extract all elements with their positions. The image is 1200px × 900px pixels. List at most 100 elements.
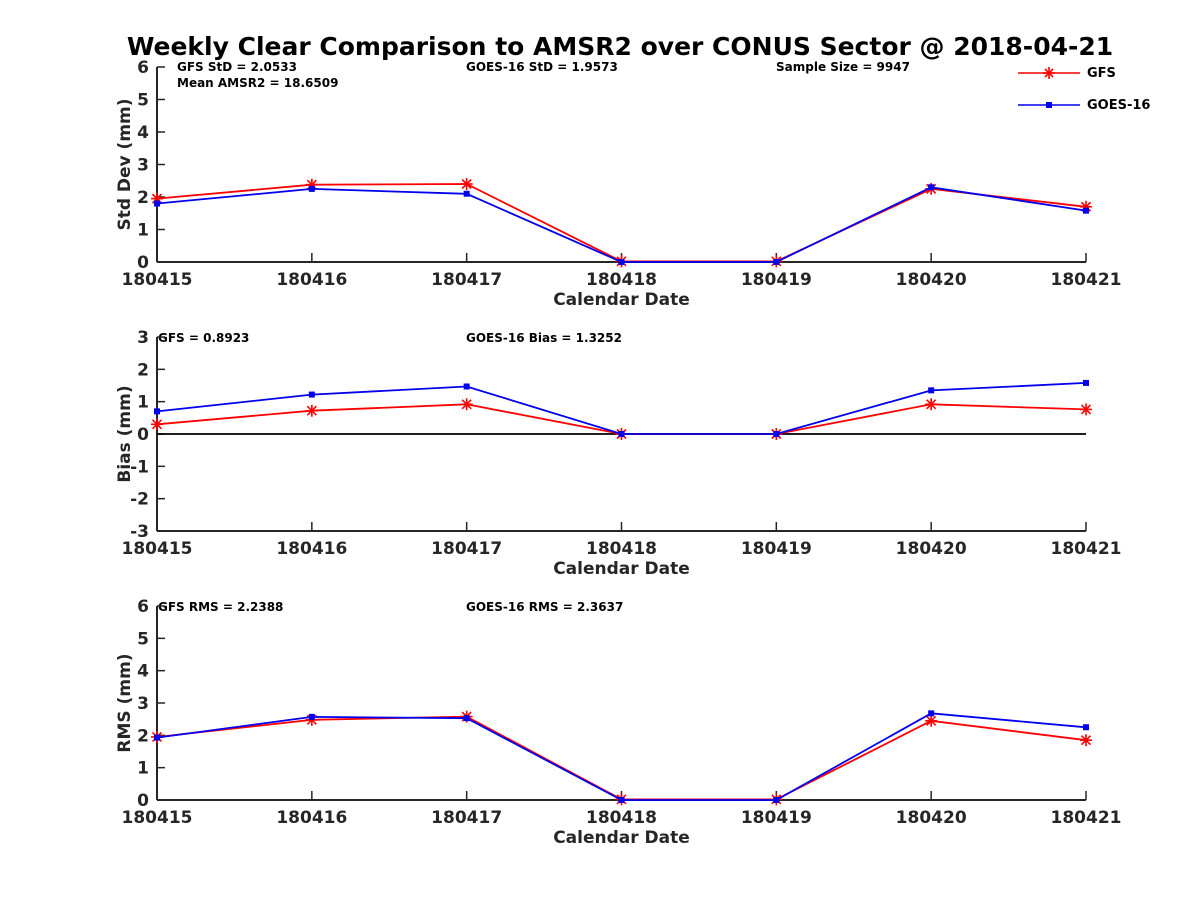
bias-gfs-point [460,398,473,411]
rms-gfs-line [156,715,1087,801]
rms-y-tick-label: 6 [137,597,149,617]
bias-annotations: GFS = 0.8923 GOES-16 Bias = 1.3252 [158,331,622,345]
rms-x-tick-label: 180421 [1051,808,1122,828]
bias-y-tick-label: -3 [130,522,149,542]
rms-y-tick-label: 0 [137,791,149,811]
bias-y-tick-label: -2 [130,490,149,510]
legend-gfs-asterisk-icon [1043,67,1055,79]
rms-y-tick-label: 4 [137,662,149,682]
rms-x-tick-label: 180419 [741,808,812,828]
legend-goes-label: GOES-16 [1087,98,1150,113]
rms-goes-16-point [463,715,470,722]
bias-y-tick-label: -1 [130,457,149,477]
std-y-axis-label: Std Dev (mm) [115,98,135,230]
std-goes-16-point [308,185,315,192]
bias-x-tick-label: 180418 [586,539,657,559]
rms-annotations: GFS RMS = 2.2388 GOES-16 RMS = 2.3637 [158,600,623,614]
legend-gfs-label: GFS [1087,66,1116,81]
rms-x-tick-label: 180420 [896,808,967,828]
bias-x-tick-label: 180421 [1051,539,1122,559]
std-goes-16-point [618,259,625,265]
rms-goes-16-line [156,712,1087,801]
bias-y-tick-label: 1 [137,393,149,413]
rms-y-tick-label: 1 [137,759,149,779]
rms-goes-16-point [618,797,625,803]
bias-goes-16-point [154,408,160,415]
legend-goes-square-icon [1046,102,1052,108]
rms-goes-16-point [1083,724,1089,731]
bias-goes-16-line [156,382,1087,435]
std-x-tick-label: 180418 [586,270,657,290]
bias-goes-16-point [928,387,935,394]
std-y-tick-label: 4 [137,123,149,143]
rms-x-tick-label: 180418 [586,808,657,828]
bias-x-tick-label: 180416 [276,539,347,559]
rms-panel: 0 1 2 3 4 5 6 180415 180416 180417 180418 180419 180… [115,597,1121,848]
bias-gfs-point [305,404,318,417]
sample-size-annotation: Sample Size = 9947 [776,60,910,74]
std-goes-16-point [154,200,160,207]
bias-goes-16-point [618,431,625,437]
rms-gfs-point [1080,734,1092,747]
std-y-tick-label: 2 [137,188,149,208]
rms-goes-16-point [773,797,780,803]
std-x-tick-label: 180416 [276,270,347,290]
std-x-tick-label: 180415 [122,270,193,290]
rms-x-tick-label: 180417 [431,808,502,828]
std-panel: 0 1 2 3 4 5 6 180415 180416 180417 180418 180419 180… [115,58,1121,310]
std-x-tick-label: 180419 [741,270,812,290]
rms-goes-16-point [154,734,160,741]
bias-x-tick-label: 180420 [896,539,967,559]
bias-x-axis-label: Calendar Date [553,559,690,579]
std-y-tick-label: 6 [137,58,149,78]
rms-goes-16-point [928,710,935,717]
bias-x-tick-label: 180419 [741,539,812,559]
bias-x-tick-label: 180415 [122,539,193,559]
legend: GFS GOES-16 [1005,55,1155,127]
bias-goes-16-point [463,383,470,390]
rms-y-tick-label: 2 [137,726,149,746]
std-x-tick-label: 180421 [1051,270,1122,290]
std-annotations: GFS StD = 2.0533 Mean AMSR2 = 18.6509 GO… [177,60,910,90]
rms-gfs-annotation: GFS RMS = 2.2388 [158,600,283,614]
rms-y-tick-label: 5 [137,629,149,649]
bias-y-tick-label: 3 [137,328,149,348]
std-goes-annotation: GOES-16 StD = 1.9573 [466,60,618,74]
bias-gfs-point [925,398,938,411]
std-gfs-line [156,183,1087,263]
rms-x-axis-label: Calendar Date [553,828,690,848]
bias-gfs-point [1080,403,1092,416]
std-y-tick-label: 0 [137,253,149,273]
std-gfs-point [460,178,473,190]
rms-y-axis-label: RMS (mm) [115,653,135,752]
std-goes-16-point [773,259,780,265]
legend-box [1005,55,1155,127]
rms-gfs-point [925,714,938,727]
rms-y-tick-label: 3 [137,694,149,714]
bias-goes-16-point [308,391,315,398]
rms-x-tick-label: 180415 [122,808,193,828]
std-y-tick-label: 5 [137,91,149,111]
std-goes-16-point [1083,207,1089,214]
std-goes-16-line [156,186,1087,263]
std-mean-annotation: Mean AMSR2 = 18.6509 [177,76,338,90]
bias-panel: -3 -2 -1 0 1 2 3 180415 180416 180417 180418 180419… [115,328,1121,579]
std-x-tick-label: 180417 [431,270,502,290]
bias-x-tick-label: 180417 [431,539,502,559]
std-x-axis-label: Calendar Date [553,290,690,310]
std-x-tick-label: 180420 [896,270,967,290]
bias-goes-annotation: GOES-16 Bias = 1.3252 [466,331,622,345]
bias-goes-16-point [1083,379,1089,386]
bias-y-axis-label: Bias (mm) [115,385,135,482]
bias-gfs-annotation: GFS = 0.8923 [158,331,249,345]
bias-y-tick-label: 2 [137,360,149,380]
std-y-tick-label: 1 [137,221,149,241]
rms-x-tick-label: 180416 [276,808,347,828]
bias-goes-16-point [773,431,780,437]
std-goes-16-point [928,184,935,191]
bias-y-tick-label: 0 [137,425,149,445]
rms-goes-16-point [308,713,315,720]
rms-goes-annotation: GOES-16 RMS = 2.3637 [466,600,623,614]
bias-gfs-point [151,418,163,431]
